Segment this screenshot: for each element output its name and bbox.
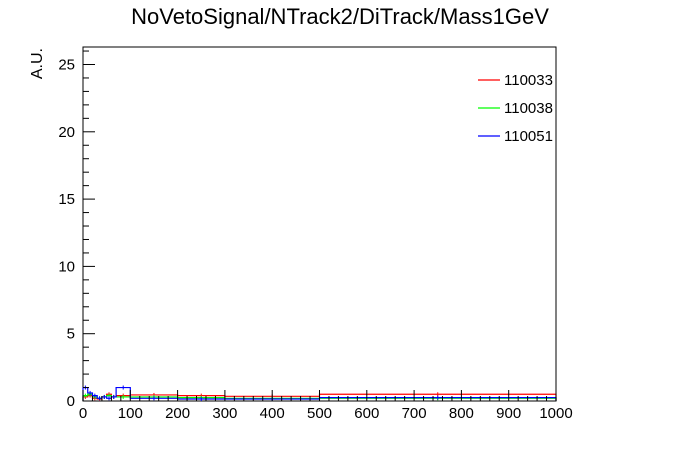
x-tick-label: 400	[260, 405, 285, 422]
legend: 110033 110038 110051	[478, 72, 553, 145]
chart-title: NoVetoSignal/NTrack2/DiTrack/Mass1GeV	[131, 4, 549, 29]
x-tick-label: 0	[79, 405, 87, 422]
x-tick-label: 700	[402, 405, 427, 422]
y-tick-label: 15	[58, 191, 75, 208]
x-tick-label: 800	[449, 405, 474, 422]
y-tick-label: 5	[67, 326, 75, 343]
y-axis-label: A.U.	[29, 48, 46, 79]
x-tick-label: 1000	[539, 405, 572, 422]
y-tick-label: 0	[67, 393, 75, 410]
legend-label-110033: 110033	[504, 72, 553, 89]
x-tick-label: 600	[354, 405, 379, 422]
x-tick-label: 200	[165, 405, 190, 422]
legend-label-110038: 110038	[504, 100, 553, 117]
y-tick-label: 20	[58, 124, 75, 141]
x-tick-label: 300	[212, 405, 237, 422]
legend-label-110051: 110051	[504, 128, 553, 145]
y-tick-label: 10	[58, 258, 75, 275]
plot-area: 0 100 200 300 400 500 600 700 800 900 1000 0 5 10 15 20…	[58, 46, 573, 422]
x-tick-label: 100	[118, 405, 143, 422]
x-tick-label: 500	[307, 405, 332, 422]
x-tick-label: 900	[496, 405, 521, 422]
y-tick-label: 25	[58, 56, 75, 73]
plot-frame	[82, 46, 557, 402]
